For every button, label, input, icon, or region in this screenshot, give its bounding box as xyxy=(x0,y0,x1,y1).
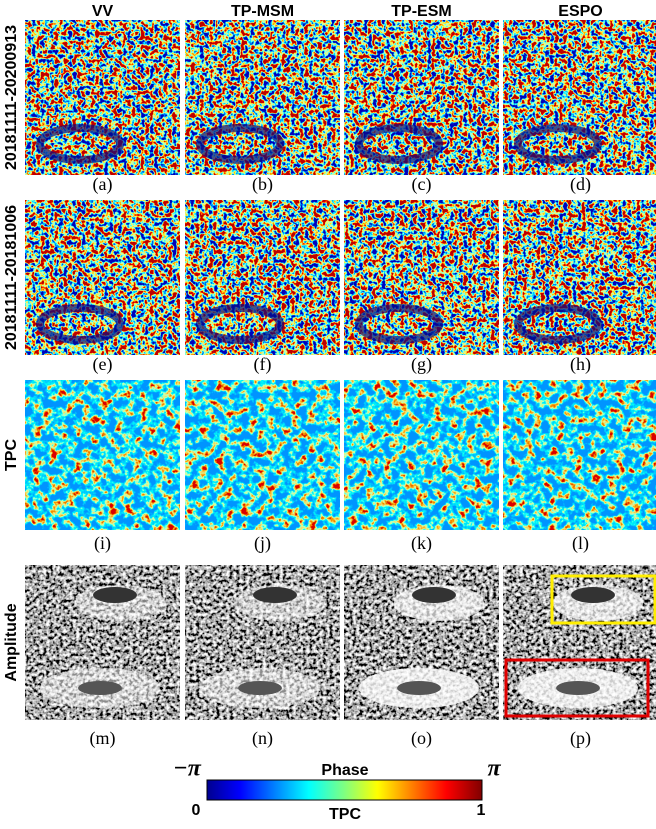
panel-caption: (k) xyxy=(411,533,432,554)
image-panel xyxy=(344,20,499,175)
column-header: VV xyxy=(92,3,114,20)
colorbar-min-tpc: 0 xyxy=(192,802,201,819)
colorbar-max: π xyxy=(487,756,501,782)
image-panel xyxy=(25,200,180,355)
panel-caption: (d) xyxy=(570,174,591,195)
colorbar xyxy=(206,779,483,801)
feature xyxy=(36,304,124,344)
feature xyxy=(556,681,600,695)
panel-caption: (b) xyxy=(252,174,273,195)
feature xyxy=(93,587,137,603)
colorbar-max-tpc: 1 xyxy=(477,802,486,819)
image-panel xyxy=(25,20,180,175)
image-panel xyxy=(503,380,656,530)
row-label: 20181111-20200913 xyxy=(3,25,20,170)
image-panel xyxy=(503,20,656,175)
feature xyxy=(355,124,443,164)
panel-caption: (f) xyxy=(254,354,272,375)
column-header: ESPO xyxy=(558,3,602,20)
panel-caption: (h) xyxy=(570,354,591,375)
panel-caption: (e) xyxy=(93,354,113,375)
feature xyxy=(571,587,615,603)
feature xyxy=(514,124,602,164)
panel-caption: (i) xyxy=(94,533,111,554)
panel-caption: (n) xyxy=(252,728,273,749)
feature xyxy=(36,124,124,164)
image-panel xyxy=(25,380,180,530)
row-label: Amplitude xyxy=(3,603,20,681)
feature xyxy=(397,681,441,695)
feature xyxy=(253,587,297,603)
image-panel xyxy=(344,200,499,355)
panel-caption: (m) xyxy=(90,728,116,749)
colorbar-min: −π xyxy=(173,756,202,782)
row-label: TPC xyxy=(3,439,20,471)
column-header: TP-ESM xyxy=(391,3,451,20)
feature xyxy=(238,681,282,695)
image-panel xyxy=(185,380,340,530)
feature xyxy=(196,304,284,344)
image-panel xyxy=(503,200,656,355)
panel-caption: (j) xyxy=(254,533,271,554)
feature xyxy=(514,304,602,344)
panel-caption: (c) xyxy=(412,174,432,195)
colorbar-title-tpc: TPC xyxy=(329,806,361,823)
feature xyxy=(355,304,443,344)
row-label: 20181111-20181006 xyxy=(3,205,20,350)
column-header: TP-MSM xyxy=(231,3,294,20)
image-panel xyxy=(185,20,340,175)
panel-caption: (l) xyxy=(572,533,589,554)
panels xyxy=(25,20,656,720)
highlight-box xyxy=(550,574,656,625)
panel-caption: (p) xyxy=(570,728,591,749)
highlight-box xyxy=(504,658,650,718)
panel-caption: (a) xyxy=(93,174,113,195)
feature xyxy=(412,587,456,603)
colorbar-title: Phase xyxy=(321,762,368,779)
feature xyxy=(78,681,122,695)
image-panel xyxy=(185,200,340,355)
panel-caption: (o) xyxy=(411,728,432,749)
image-panel xyxy=(344,380,499,530)
panel-caption: (g) xyxy=(411,354,432,375)
feature xyxy=(196,124,284,164)
